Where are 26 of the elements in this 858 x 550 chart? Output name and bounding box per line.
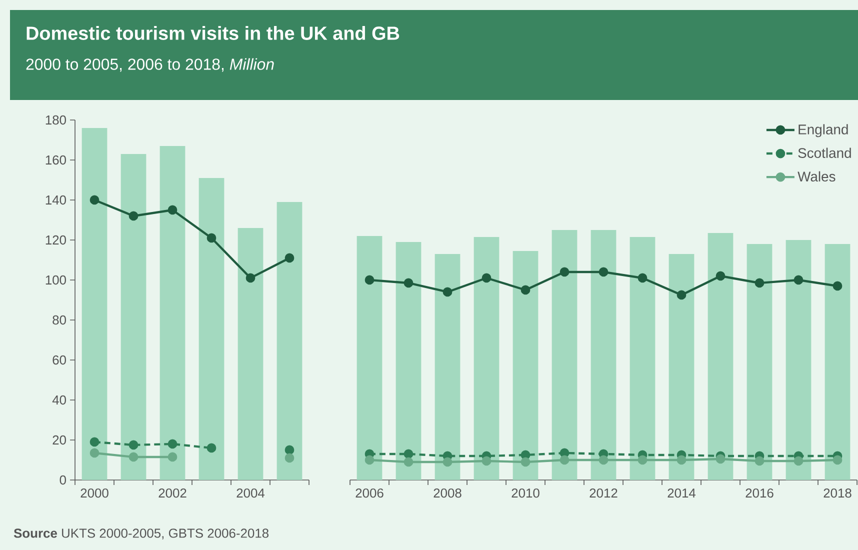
chart-title: Domestic tourism visits in the UK and GB [26, 26, 400, 40]
chart-subtitle: 2000 to 2005, 2006 to 2018, Million [26, 58, 274, 72]
y-tick-label: 20 [52, 435, 66, 445]
legend-label: Wales [798, 171, 836, 182]
y-tick-label: 60 [52, 355, 66, 365]
x-tick-label: 2002 [158, 488, 186, 498]
legend-label: England [798, 124, 848, 138]
x-tick-label: 2018 [824, 488, 852, 498]
legend-label: Scotland [798, 148, 851, 158]
y-tick-label: 180 [46, 115, 66, 125]
y-tick-label: 160 [46, 155, 66, 165]
x-tick-label: 2014 [668, 488, 696, 498]
y-tick-label: 120 [46, 235, 66, 245]
y-tick-label: 140 [46, 195, 66, 205]
x-tick-label: 2010 [512, 488, 540, 498]
x-tick-label: 2008 [434, 488, 462, 498]
x-tick-label: 2012 [590, 488, 618, 498]
x-tick-label: 2016 [746, 488, 774, 498]
x-tick-label: 2000 [80, 488, 108, 498]
y-tick-label: 40 [52, 395, 66, 405]
x-tick-label: 2004 [236, 488, 265, 498]
x-tick-label: 2006 [356, 488, 384, 498]
y-tick-label: 0 [60, 475, 66, 485]
y-tick-label: 80 [52, 315, 66, 325]
y-tick-label: 100 [46, 275, 66, 285]
text: Source UKTS 2000-2005, GBTS 2006-2018 [14, 528, 269, 540]
